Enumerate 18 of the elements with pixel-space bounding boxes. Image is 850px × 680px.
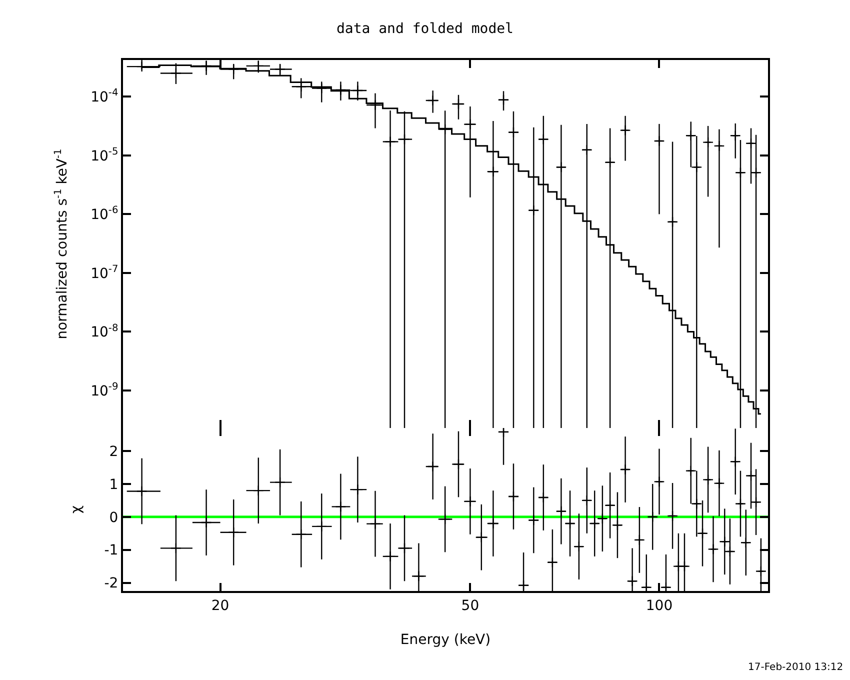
y-tick-label: 0 [109, 510, 118, 526]
y-tick-label: 10$^{-5}$ [90, 146, 118, 164]
x-tick-label: 50 [461, 598, 480, 614]
text: 17-Feb-2010 13:12 [748, 662, 844, 673]
x-axis-title: Energy (keV) [400, 632, 491, 648]
y-tick-label: 2 [109, 444, 118, 460]
y-tick-label: 10$^{-6}$ [90, 205, 118, 224]
x-tick-label: 100 [646, 598, 673, 614]
y-tick-label: 10$^{-8}$ [90, 322, 118, 341]
y-axis-title: χ [68, 505, 84, 514]
y-tick-label: -2 [104, 576, 118, 592]
y-tick-label: 1 [109, 476, 118, 493]
y-tick-label: -1 [104, 542, 118, 559]
y-tick-label: 10$^{-9}$ [90, 382, 118, 400]
x-tick-label: 20 [211, 598, 230, 614]
chart-title: data and folded model [336, 20, 514, 37]
y-tick-label: 10$^{-4}$ [90, 88, 118, 106]
y-tick-label: 10$^{-7}$ [90, 264, 118, 282]
